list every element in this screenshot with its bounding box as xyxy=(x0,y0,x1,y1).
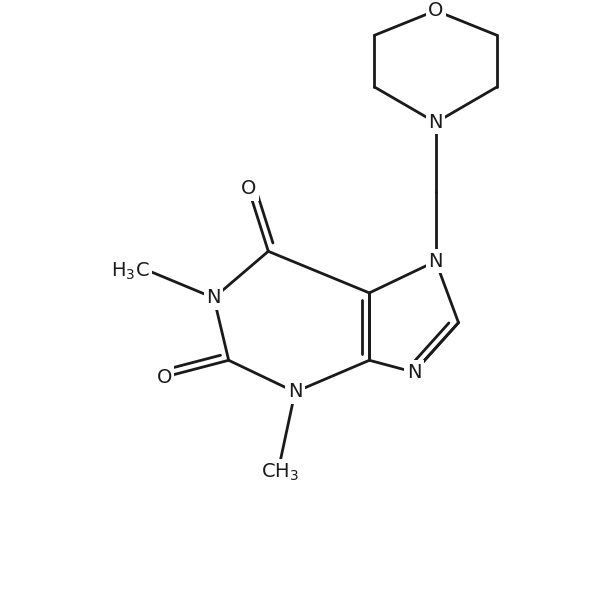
Text: O: O xyxy=(157,368,172,386)
Text: CH$_3$: CH$_3$ xyxy=(261,461,299,482)
Text: O: O xyxy=(428,1,443,20)
Text: N: N xyxy=(428,252,443,271)
Text: O: O xyxy=(241,179,256,199)
Text: N: N xyxy=(288,382,302,401)
Text: N: N xyxy=(206,289,221,307)
Text: H$_3$C: H$_3$C xyxy=(111,260,149,282)
Text: N: N xyxy=(407,362,421,382)
Text: N: N xyxy=(428,113,443,132)
